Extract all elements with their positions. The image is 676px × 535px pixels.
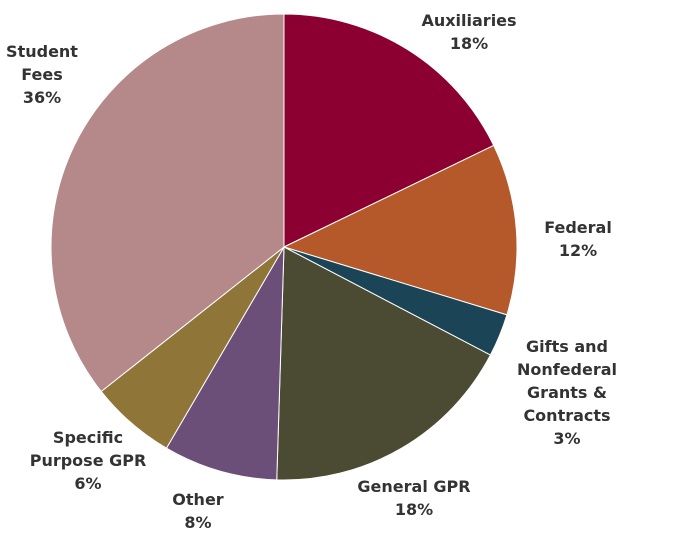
category-name: General GPR (357, 477, 471, 496)
slice-label: Gifts and Nonfederal Grants & Contracts 3… (513, 335, 622, 450)
category-name: Gifts and Nonfederal Grants & Contracts (516, 337, 618, 425)
pie-slice (282, 144, 518, 316)
slice-label: Specific Purpose GPR 6% (30, 426, 147, 495)
percent-label: 8% (184, 513, 212, 532)
percent-label: 36% (22, 88, 62, 107)
category-name: Auxiliaries (421, 11, 517, 30)
pie-slice (50, 13, 285, 393)
pie-slice (165, 246, 285, 481)
pie-slice (283, 13, 495, 248)
percent-label: 12% (558, 241, 598, 260)
slice-label: General GPR 18% (357, 475, 470, 521)
slice-label: Student Fees 36% (6, 40, 78, 109)
percent-label: 3% (553, 429, 581, 448)
category-name: Other (172, 490, 224, 509)
category-name: Student Fees (6, 42, 78, 84)
category-name: Specific Purpose GPR (29, 428, 147, 470)
slice-label: Federal 12% (544, 216, 612, 262)
slice-label: Other 8% (172, 488, 223, 534)
percent-label: 18% (394, 500, 434, 519)
percent-label: 18% (449, 34, 489, 53)
slice-label: Auxiliaries 18% (421, 9, 516, 55)
category-name: Federal (544, 218, 612, 237)
percent-label: 6% (74, 474, 102, 493)
pie-slice (276, 246, 492, 481)
